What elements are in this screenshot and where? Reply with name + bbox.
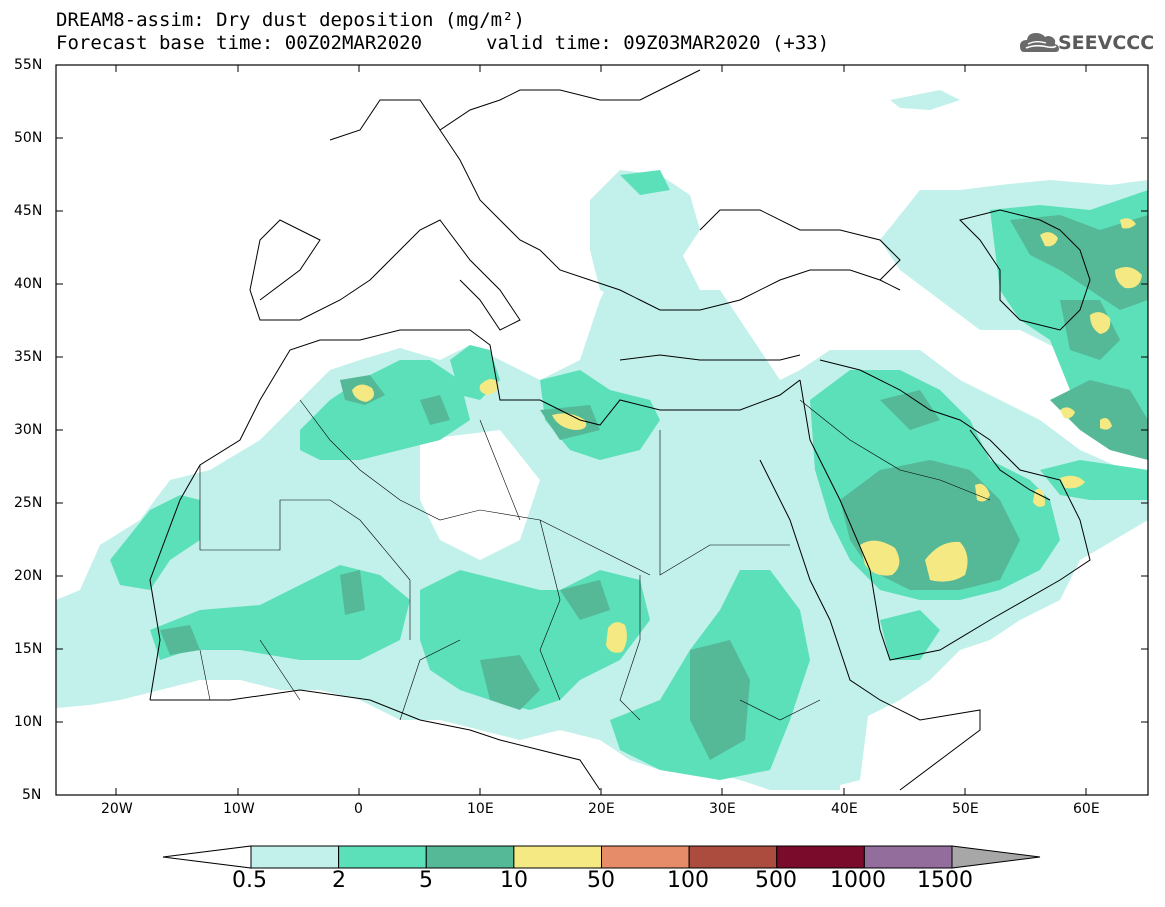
colorbar-label-10: 10 [500,868,528,893]
coastlines [149,69,1091,791]
cloud-icon [1020,33,1059,52]
colorbar-label-500: 500 [755,868,797,893]
axis-ticks [56,64,1148,796]
lat-label-50n: 50N [14,130,43,146]
colorbar-label-50: 50 [587,868,615,893]
lon-label-0: 0 [354,801,363,817]
map-title: DREAM8-assim: Dry dust deposition (mg/m²… [56,9,525,31]
lon-label-60e: 60E [1073,801,1100,817]
lat-label-45n: 45N [14,203,43,219]
lon-label-10w: 10W [223,801,255,817]
deposition-level-10-50 [352,218,1142,653]
lat-label-30n: 30N [14,422,43,438]
colorbar-label-100: 100 [667,868,709,893]
lon-label-20e: 20E [588,801,615,817]
lon-label-20w: 20W [101,801,133,817]
lat-label-15n: 15N [14,641,43,657]
lon-label-30e: 30E [709,801,736,817]
lon-label-40e: 40E [831,801,858,817]
deposition-fields [56,69,1148,791]
colorbar-label-0.5: 0.5 [232,868,267,893]
colorbar-label-2: 2 [332,868,346,893]
colorbar-label-1500: 1500 [917,868,973,893]
lat-label-20n: 20N [14,568,43,584]
colorbar-label-1000: 1000 [830,868,886,893]
lon-label-50e: 50E [952,801,979,817]
colorbar-label-5: 5 [419,868,433,893]
lat-label-40n: 40N [14,276,43,292]
forecast-base-time: Forecast base time: 00Z02MAR2020 [56,32,423,54]
country-borders [199,399,991,721]
valid-time: valid time: 09Z03MAR2020 (+33) [486,32,830,54]
lat-label-10n: 10N [14,714,43,730]
lat-label-35n: 35N [14,349,43,365]
lat-label-25n: 25N [14,495,43,511]
lon-label-10e: 10E [467,801,494,817]
lat-label-55n: 55N [14,57,43,73]
logo-text: SEEVCCC [1058,32,1155,54]
lat-label-5n: 5N [22,787,42,803]
